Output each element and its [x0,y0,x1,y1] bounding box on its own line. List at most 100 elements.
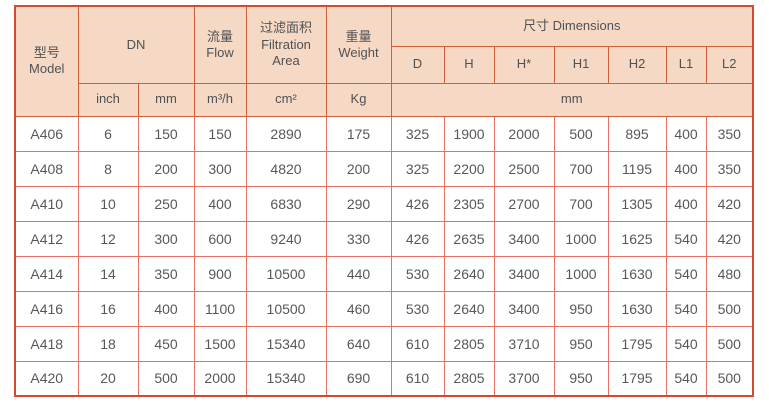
model-cell: A414 [14,255,79,292]
value-cell: 2805 [443,360,495,397]
header-model: 型号 Model [14,5,79,117]
table-body: A406 6 150 150 2890 175 325 1900 2000 500 895 400 35… [14,115,754,397]
header-dim-h2: H2 [607,45,667,84]
header-filtration-zh: 过滤面积 [259,20,312,36]
value-cell: 420 [705,220,754,257]
value-cell: 690 [325,360,392,397]
value-cell: 2890 [245,115,327,152]
value-cell: 500 [705,290,754,327]
value-cell: 950 [553,360,609,397]
value-cell: 540 [665,325,707,362]
value-cell: 2640 [443,255,495,292]
model-cell: A406 [14,115,79,152]
value-cell: 6 [77,115,139,152]
value-cell: 1795 [607,360,667,397]
value-cell: 950 [553,290,609,327]
value-cell: 10500 [245,290,327,327]
header-filtration-en1: Filtration [261,36,311,52]
value-cell: 4820 [245,150,327,187]
value-cell: 2000 [193,360,247,397]
value-cell: 200 [137,150,195,187]
model-cell: A410 [14,185,79,222]
model-cell: A412 [14,220,79,257]
value-cell: 2000 [493,115,555,152]
value-cell: 350 [705,150,754,187]
header-dim-l2: L2 [705,45,754,84]
value-cell: 290 [325,185,392,222]
header-filtration-area: 过滤面积 Filtration Area [245,5,327,84]
value-cell: 150 [193,115,247,152]
value-cell: 2635 [443,220,495,257]
value-cell: 500 [705,325,754,362]
value-cell: 2500 [493,150,555,187]
value-cell: 500 [705,360,754,397]
value-cell: 1625 [607,220,667,257]
value-cell: 3400 [493,220,555,257]
unit-dims-mm: mm [390,82,754,117]
value-cell: 500 [137,360,195,397]
value-cell: 1000 [553,220,609,257]
value-cell: 500 [553,115,609,152]
value-cell: 420 [705,185,754,222]
value-cell: 2200 [443,150,495,187]
header-dim-h1: H1 [553,45,609,84]
value-cell: 15340 [245,325,327,362]
table-row: A414 14 350 900 10500 440 530 2640 3400 1000 1630 5… [14,255,754,292]
value-cell: 200 [325,150,392,187]
header-dimensions: 尺寸 Dimensions [390,5,754,47]
value-cell: 400 [665,115,707,152]
value-cell: 460 [325,290,392,327]
value-cell: 2305 [443,185,495,222]
value-cell: 610 [390,360,445,397]
value-cell: 18 [77,325,139,362]
value-cell: 10500 [245,255,327,292]
header-filtration-en2: Area [272,52,300,68]
spec-table: 型号 Model DN 流量 Flow 过滤面积 Filtration Area… [14,5,754,397]
value-cell: 2640 [443,290,495,327]
value-cell: 350 [137,255,195,292]
value-cell: 3700 [493,360,555,397]
header-flow-en: Flow [206,44,234,60]
value-cell: 900 [193,255,247,292]
value-cell: 400 [193,185,247,222]
header-dim-d: D [390,45,445,84]
value-cell: 530 [390,290,445,327]
value-cell: 440 [325,255,392,292]
value-cell: 16 [77,290,139,327]
value-cell: 540 [665,290,707,327]
value-cell: 700 [553,185,609,222]
value-cell: 540 [665,255,707,292]
value-cell: 8 [77,150,139,187]
model-cell: A408 [14,150,79,187]
value-cell: 530 [390,255,445,292]
value-cell: 640 [325,325,392,362]
value-cell: 426 [390,220,445,257]
header-weight-zh: 重量 [345,28,372,44]
header-weight-en: Weight [338,44,379,60]
unit-flow: m³/h [193,82,247,117]
value-cell: 3400 [493,290,555,327]
value-cell: 450 [137,325,195,362]
unit-weight: Kg [325,82,392,117]
header-model-en: Model [29,61,65,77]
value-cell: 895 [607,115,667,152]
table-row: A412 12 300 600 9240 330 426 2635 3400 1000 1625 54… [14,220,754,257]
value-cell: 700 [553,150,609,187]
value-cell: 250 [137,185,195,222]
value-cell: 20 [77,360,139,397]
header-dn: DN [77,5,195,84]
table-row: A408 8 200 300 4820 200 325 2200 2500 700 1195 400 3… [14,150,754,187]
header-flow-zh: 流量 [206,28,233,44]
value-cell: 1630 [607,255,667,292]
value-cell: 330 [325,220,392,257]
value-cell: 1305 [607,185,667,222]
value-cell: 480 [705,255,754,292]
value-cell: 350 [705,115,754,152]
value-cell: 1500 [193,325,247,362]
model-cell: A420 [14,360,79,397]
value-cell: 2700 [493,185,555,222]
value-cell: 12 [77,220,139,257]
value-cell: 10 [77,185,139,222]
value-cell: 1795 [607,325,667,362]
value-cell: 15340 [245,360,327,397]
